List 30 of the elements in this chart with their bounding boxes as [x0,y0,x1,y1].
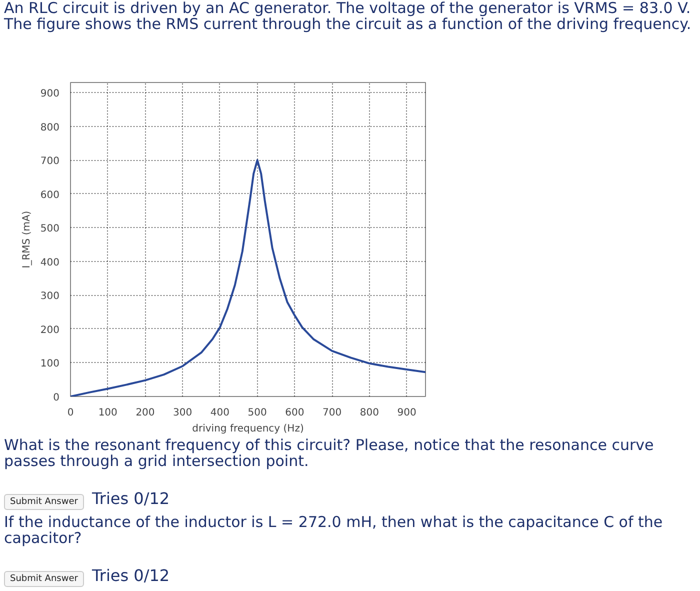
text: If the inductance of the inductor is L = 272.0 mH, then what is the capacitance C of the capacitor? [4,513,664,547]
y-tick-label: 300 [40,291,60,302]
x-tick-label: 600 [285,408,304,418]
text: What is the resonant frequency of this circuit? Please, notice that the resonance curve passes through a grid intersection point. [4,436,655,470]
x-tick-label: 100 [98,408,118,418]
y-tick-label: 800 [40,122,60,134]
x-tick-label: 700 [322,408,342,418]
x-axis-title: driving frequency (Hz) [192,424,304,434]
x-tick-label: 800 [360,408,379,418]
text: Submit Answer [4,494,84,510]
x-tick-label: 200 [136,408,155,418]
y-tick-label: 400 [40,257,60,268]
x-tick-label: 0 [67,408,74,418]
y-axis-title: I_RMS (mA) [21,210,32,268]
y-tick-label: 900 [40,88,60,100]
text: Tries 0/12 [92,566,170,585]
y-tick-label: 500 [40,224,60,235]
y-tick-label: 0 [53,392,60,404]
chart-title: An RLC circuit is driven by an AC generator. The voltage of the generator is VRMS = 83.0 V. The figure shows the RMS current through the circuit as a function of the driving frequency. [4,0,692,33]
text: Tries 0/12 [92,489,170,508]
text: Submit Answer [4,571,84,587]
x-tick-label: 300 [173,408,192,418]
x-tick-label: 400 [210,408,230,418]
x-tick-label: 500 [248,408,267,418]
y-tick-label: 100 [40,358,60,370]
y-tick-label: 700 [40,156,60,168]
x-tick-label: 900 [397,408,416,418]
y-tick-label: 600 [40,190,60,201]
y-tick-label: 200 [40,324,60,336]
line-series [70,159,426,396]
